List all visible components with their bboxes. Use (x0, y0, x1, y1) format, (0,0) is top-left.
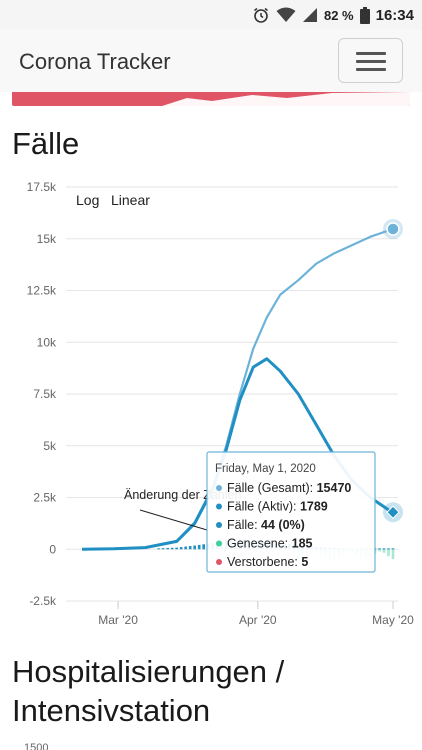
daily-bar (184, 546, 187, 550)
y-tick-label: 5k (43, 439, 57, 453)
battery-icon (359, 6, 370, 24)
tooltip-date: Friday, May 1, 2020 (215, 463, 316, 475)
tooltip-bullet (216, 540, 222, 547)
summary-bar (12, 92, 410, 106)
x-tick-label: Apr '20 (239, 613, 277, 627)
x-tick-label: May '20 (372, 613, 414, 627)
y-tick-label: 15k (37, 232, 57, 246)
chart-tooltip: Friday, May 1, 2020 Fälle (Gesamt): 1547… (206, 451, 376, 573)
menu-toggle-button[interactable] (338, 38, 403, 83)
daily-bar (166, 547, 169, 550)
hosp-title-line1: Hospitalisierungen / (12, 654, 285, 689)
daily-bar (387, 548, 390, 550)
recovered-bar (391, 549, 395, 560)
tooltip-bullet (216, 559, 222, 565)
status-bar: 82 % 16:34 (0, 0, 422, 30)
x-tick-label: Mar '20 (98, 613, 138, 627)
wifi-icon (276, 7, 296, 22)
x-axis: Mar '20 Apr '20 May '20 (98, 601, 414, 627)
daily-bar (193, 545, 196, 550)
battery-percent: 82 % (323, 7, 354, 23)
recovered-bar (387, 549, 390, 557)
hosp-axis-tick: 1500 (24, 742, 49, 750)
y-tick-label: 12.5k (27, 284, 57, 298)
y-tick-label: -2.5k (29, 594, 57, 608)
y-tick-label: 2.5k (33, 491, 57, 505)
hamburger-icon (356, 52, 386, 55)
tooltip-bullet (216, 485, 222, 491)
signal-icon (302, 8, 317, 22)
daily-bar (175, 547, 178, 550)
daily-bar (157, 548, 160, 550)
recovered-bar (382, 549, 386, 553)
y-tick-label: 0 (49, 542, 56, 556)
marker-total (386, 222, 400, 236)
y-tick-label: 7.5k (33, 387, 57, 401)
daily-bar (170, 547, 174, 550)
y-tick-label: 17.5k (27, 180, 57, 194)
tooltip-row: Verstorbene: 5 (227, 555, 308, 569)
linear-scale-button[interactable]: Linear (111, 192, 150, 208)
navbar: Corona Tracker (0, 30, 422, 92)
status-icons: 82 % 16:34 (252, 6, 414, 24)
daily-bar (202, 544, 205, 550)
tooltip-row: Fälle (Gesamt): 15470 (227, 481, 351, 495)
daily-bar (382, 548, 386, 550)
tooltip-bullet (216, 522, 222, 528)
daily-bar (197, 544, 201, 550)
daily-bar (391, 548, 395, 550)
daily-bar (161, 548, 165, 550)
tooltip-row: Genesene: 185 (227, 537, 313, 551)
hosp-title-line2: Intensivstation (12, 693, 211, 728)
daily-bar (378, 548, 381, 550)
annotation-line (139, 509, 208, 531)
alarm-icon (254, 7, 268, 23)
recovered-bar (378, 549, 381, 552)
cases-title: Fälle (12, 126, 80, 161)
y-tick-label: 10k (37, 335, 57, 349)
marker-active (386, 505, 400, 519)
y-axis: 17.5k 15k 12.5k 10k 7.5k 5k 2.5k 0 -2.5k (27, 180, 57, 608)
log-scale-button[interactable]: Log (76, 192, 99, 208)
cases-chart: 17.5k 15k 12.5k 10k 7.5k 5k 2.5k 0 -2.5k Mar '20… (27, 180, 415, 627)
tooltip-row: Fälle (Aktiv): 1789 (227, 500, 328, 514)
daily-bar (179, 547, 183, 550)
tooltip-row: Fälle: 44 (0%) (227, 518, 305, 532)
daily-bar (188, 546, 192, 550)
tooltip-bullet (216, 503, 222, 510)
clock: 16:34 (375, 6, 414, 24)
summary-bar-mark (162, 92, 410, 106)
app-brand[interactable]: Corona Tracker (19, 49, 171, 74)
series-markers (383, 219, 403, 523)
